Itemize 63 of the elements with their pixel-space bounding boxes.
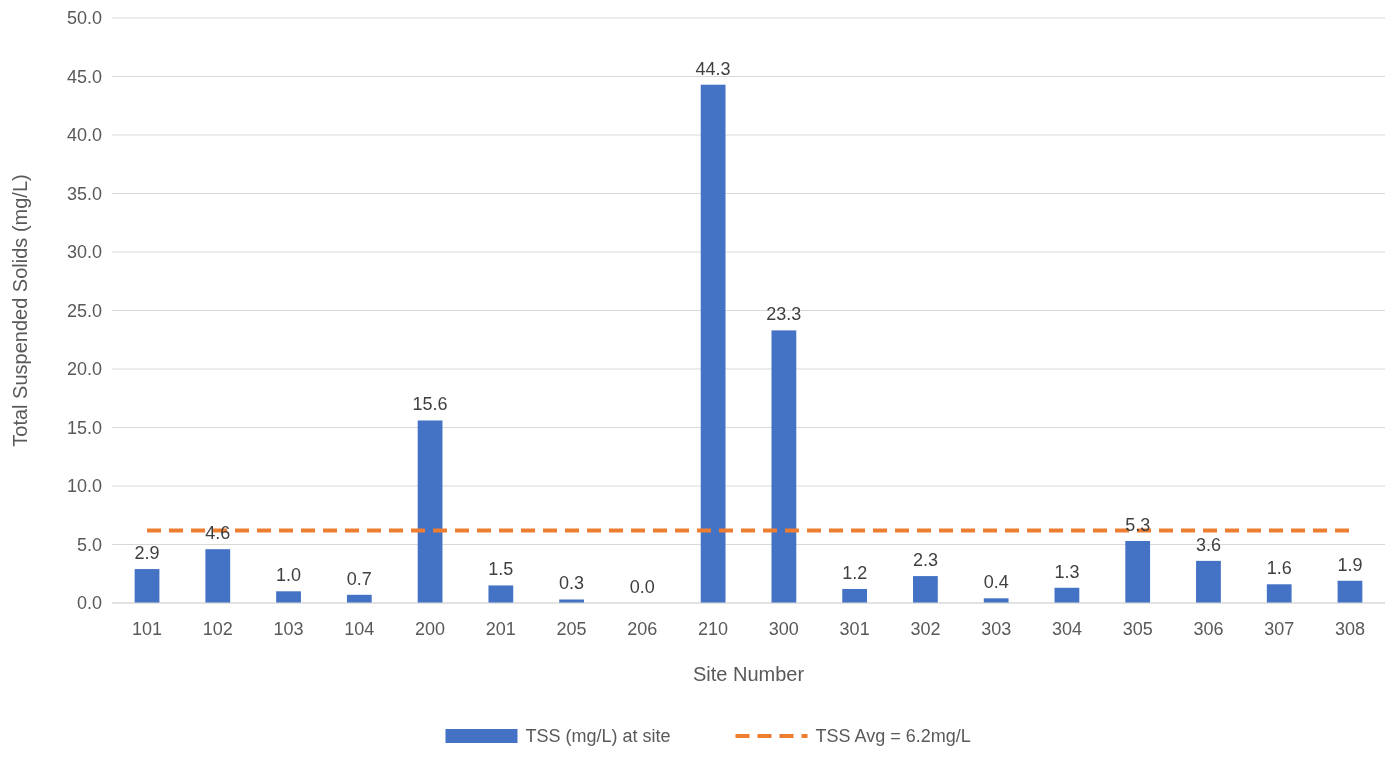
- bar: [842, 588, 868, 603]
- data-label: 2.9: [134, 543, 160, 564]
- bar: [134, 569, 160, 603]
- x-tick-label: 308: [1334, 619, 1365, 639]
- x-tick-label: 306: [1193, 619, 1224, 639]
- bar: [771, 330, 797, 603]
- data-label: 44.3: [695, 58, 731, 79]
- legend-label: TSS Avg = 6.2mg/L: [815, 726, 971, 746]
- x-tick-label: 206: [627, 619, 658, 639]
- bar: [1266, 584, 1292, 603]
- x-tick-label: 200: [415, 619, 446, 639]
- y-tick-label: 25.0: [66, 300, 102, 321]
- x-tick-label: 104: [344, 619, 375, 639]
- x-tick-label: 103: [273, 619, 304, 639]
- bar: [1337, 580, 1363, 603]
- data-label: 1.9: [1337, 554, 1363, 575]
- y-tick-label: 20.0: [66, 359, 102, 380]
- data-label: 0.7: [346, 568, 372, 589]
- data-label: 1.6: [1266, 558, 1292, 579]
- y-tick-label: 45.0: [66, 66, 102, 87]
- y-tick-label: 50.0: [66, 8, 102, 29]
- x-tick-label: 304: [1051, 619, 1082, 639]
- x-tick-label: 201: [485, 619, 516, 639]
- y-tick-label: 35.0: [66, 183, 102, 204]
- x-axis-title: Site Number: [692, 663, 805, 685]
- data-label: 1.3: [1054, 561, 1080, 582]
- bar: [205, 549, 231, 603]
- data-label: 4.6: [205, 523, 231, 544]
- y-axis-title: Total Suspended Solids (mg/L): [9, 174, 31, 447]
- bar: [1196, 560, 1221, 603]
- bar: [488, 585, 514, 603]
- data-label: 1.2: [842, 562, 868, 583]
- data-label: 2.3: [912, 550, 938, 571]
- y-tick-label: 15.0: [66, 417, 102, 438]
- x-tick-label: 305: [1122, 619, 1153, 639]
- y-tick-label: 5.0: [76, 534, 102, 555]
- x-tick-label: 102: [202, 619, 233, 639]
- x-tick-label: 210: [698, 619, 729, 639]
- data-label: 0.3: [559, 573, 585, 594]
- bar: [1125, 540, 1151, 603]
- y-tick-label: 40.0: [66, 125, 102, 146]
- x-tick-label: 300: [768, 619, 799, 639]
- bar: [700, 84, 726, 603]
- data-label: 1.0: [276, 565, 302, 586]
- data-label: 23.3: [766, 304, 802, 325]
- x-tick-label: 302: [910, 619, 941, 639]
- y-tick-label: 10.0: [66, 476, 102, 497]
- x-tick-label: 101: [132, 619, 163, 639]
- data-label: 1.5: [488, 559, 514, 580]
- data-label: 0.4: [983, 572, 1009, 593]
- y-tick-label: 0.0: [76, 593, 102, 614]
- x-tick-label: 303: [981, 619, 1012, 639]
- bar: [417, 420, 443, 603]
- x-tick-label: 205: [556, 619, 587, 639]
- data-label: 3.6: [1195, 534, 1221, 555]
- legend-label: TSS (mg/L) at site: [525, 726, 671, 746]
- y-tick-label: 30.0: [66, 242, 102, 263]
- bar: [913, 576, 938, 603]
- x-tick-label: 307: [1264, 619, 1295, 639]
- bar: [276, 591, 301, 603]
- data-label: 0.0: [629, 577, 655, 597]
- data-label: 15.6: [412, 394, 448, 415]
- x-tick-label: 301: [839, 619, 870, 639]
